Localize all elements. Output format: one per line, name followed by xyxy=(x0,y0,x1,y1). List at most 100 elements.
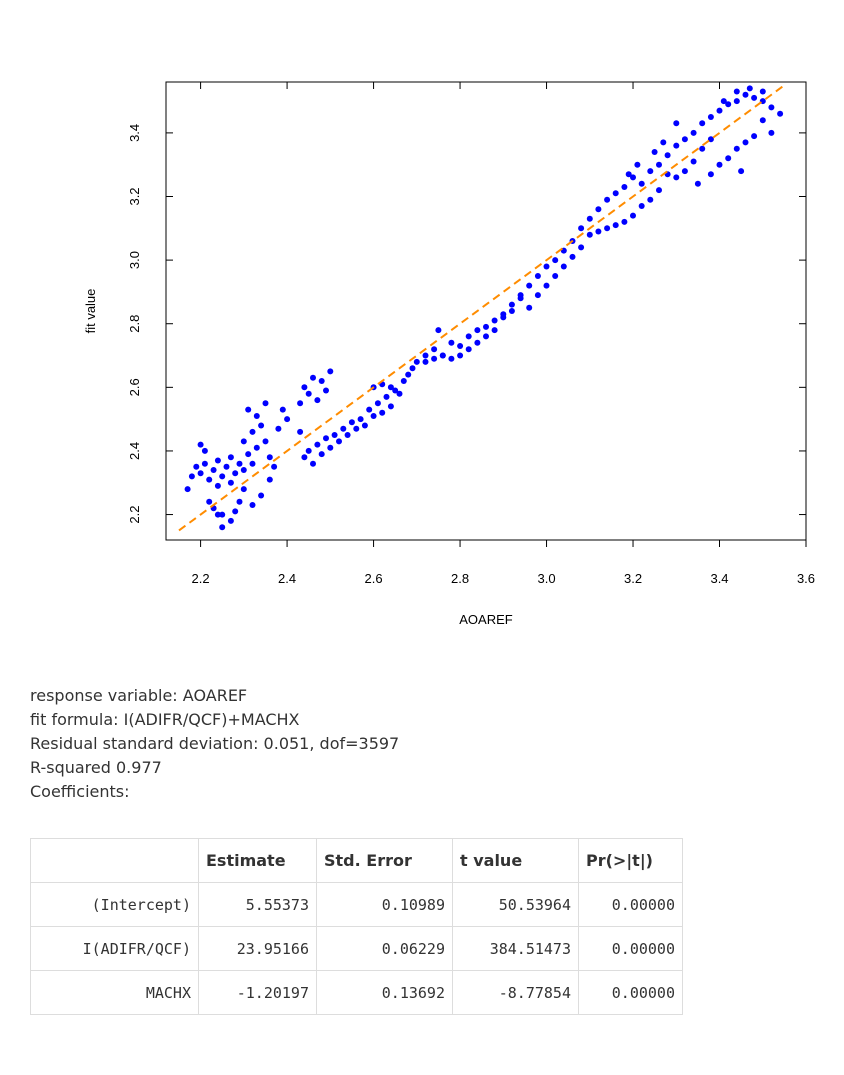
data-point xyxy=(500,314,507,321)
data-point xyxy=(751,94,758,101)
data-point xyxy=(236,498,243,505)
data-point xyxy=(560,263,567,270)
data-point xyxy=(625,171,632,178)
data-point xyxy=(227,517,234,524)
header-cell-estimate: Estimate xyxy=(198,838,317,883)
fit-formula-text: fit formula: I(ADIFR/QCF)+MACHX xyxy=(30,710,300,729)
data-point xyxy=(258,422,265,429)
data-point xyxy=(344,432,351,438)
data-point xyxy=(258,492,265,499)
data-point xyxy=(742,139,749,146)
data-point xyxy=(552,257,559,264)
data-point xyxy=(457,343,464,349)
data-point xyxy=(586,231,593,238)
x-tick-label: 2.2 xyxy=(192,571,210,586)
data-point xyxy=(526,282,533,289)
x-tick-label: 3.2 xyxy=(624,571,642,586)
data-point xyxy=(465,333,472,340)
data-point xyxy=(448,339,455,346)
data-point xyxy=(210,467,217,473)
data-point xyxy=(336,438,342,445)
data-point xyxy=(491,317,498,324)
row-label-cell: MACHX xyxy=(30,970,199,1015)
data-point xyxy=(777,110,784,117)
data-point xyxy=(392,387,399,394)
data-point xyxy=(387,384,394,391)
data-point xyxy=(323,435,329,442)
estimate-cell: 5.55373 xyxy=(198,882,317,927)
data-point xyxy=(707,171,714,178)
data-point xyxy=(249,428,256,435)
data-point xyxy=(422,352,429,359)
data-point xyxy=(379,409,386,416)
y-tick-label: 3.2 xyxy=(127,187,142,205)
row-label-cell: (Intercept) xyxy=(30,882,199,927)
response-variable-text: response variable: AOAREF xyxy=(30,686,248,705)
data-point xyxy=(314,397,321,404)
data-point xyxy=(223,463,230,470)
data-point xyxy=(483,323,489,330)
data-point xyxy=(578,244,585,251)
y-tick-label: 2.4 xyxy=(127,442,142,460)
data-point xyxy=(262,400,269,407)
x-tick-label: 2.8 xyxy=(451,571,469,586)
data-point xyxy=(284,416,291,423)
data-point xyxy=(638,203,645,209)
table-row: I(ADIFR/QCF) 23.95166 0.06229 384.51473 … xyxy=(30,926,683,971)
scatter-plot: 2.2 2.4 2.6 2.8 3.0 3.2 3.4 3.6 2.2 2.4 2.6 2.8 3.0… xyxy=(83,81,815,627)
data-point xyxy=(201,447,208,454)
data-point xyxy=(323,387,329,394)
x-tick-label: 3.6 xyxy=(797,571,815,586)
data-point xyxy=(699,120,706,127)
data-point xyxy=(465,346,472,353)
data-point xyxy=(240,467,247,473)
data-point xyxy=(305,390,312,397)
data-point xyxy=(768,104,775,111)
coefficients-heading: Coefficients: xyxy=(30,782,130,801)
data-point xyxy=(219,473,226,480)
data-point xyxy=(439,352,446,359)
data-point xyxy=(201,460,208,467)
t-value-cell: -8.77854 xyxy=(452,970,579,1015)
data-point xyxy=(699,145,706,152)
data-point xyxy=(297,400,304,407)
std-error-cell: 0.10989 xyxy=(316,882,453,927)
table-row: (Intercept) 5.55373 0.10989 50.53964 0.0… xyxy=(30,882,683,927)
data-point xyxy=(232,470,239,477)
data-point xyxy=(759,117,766,124)
data-point xyxy=(448,355,455,362)
data-point xyxy=(634,161,641,168)
p-value-cell: 0.00000 xyxy=(578,970,683,1015)
header-cell-p-value: Pr(>|t|) xyxy=(578,838,683,883)
p-value-cell: 0.00000 xyxy=(578,926,683,971)
data-point xyxy=(630,212,636,219)
data-point xyxy=(517,295,524,302)
data-point xyxy=(301,454,308,461)
data-point xyxy=(271,463,278,470)
data-point xyxy=(227,479,234,486)
data-point xyxy=(578,225,585,232)
data-point xyxy=(733,98,740,105)
data-point xyxy=(219,524,226,531)
data-point xyxy=(746,85,753,92)
data-point xyxy=(431,346,438,353)
data-point xyxy=(612,222,619,229)
t-value-cell: 50.53964 xyxy=(452,882,579,927)
data-point xyxy=(491,327,498,334)
t-value-cell: 384.51473 xyxy=(452,926,579,971)
data-point xyxy=(751,133,758,140)
data-point xyxy=(638,180,645,187)
data-point xyxy=(716,161,723,168)
data-point xyxy=(621,218,628,225)
data-point xyxy=(240,486,247,493)
data-point xyxy=(214,511,221,518)
data-point xyxy=(383,393,390,400)
data-point xyxy=(569,253,576,260)
r-squared-text: R-squared 0.977 xyxy=(30,758,162,777)
reference-line xyxy=(178,84,785,532)
data-point xyxy=(552,273,559,279)
data-point xyxy=(716,107,723,114)
data-point xyxy=(266,454,273,461)
data-point xyxy=(400,378,407,384)
data-point xyxy=(586,215,593,222)
